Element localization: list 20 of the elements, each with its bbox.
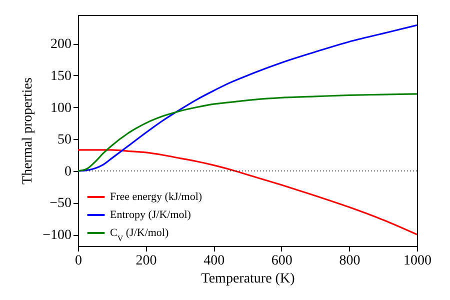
y-tick-label: 200: [50, 37, 72, 52]
y-tick-label: 150: [50, 68, 72, 84]
y-tick-label: −50: [50, 196, 72, 212]
y-tick-label: −100: [42, 228, 72, 244]
y-tick-label: 50: [58, 132, 72, 148]
legend-label: C$_{V}$ (J/K/mol): [110, 227, 169, 242]
x-tick-label: 1000: [404, 254, 432, 268]
line-series: [78, 24, 417, 172]
x-tick-label: 800: [339, 254, 360, 268]
y-axis-title: Thermal properties: [20, 78, 36, 184]
x-axis-title: Temperature (K): [201, 272, 296, 286]
x-tick-label: 600: [271, 254, 292, 268]
x-tick-label: 0: [75, 254, 82, 268]
legend-label: Free energy (kJ/mol): [110, 191, 202, 203]
line-series: [78, 93, 417, 172]
legend-label: Entropy (J/K/mol): [110, 209, 192, 221]
y-tick-label: 100: [50, 100, 72, 116]
x-tick-label: 400: [204, 254, 225, 268]
y-tick-label: 0: [64, 164, 72, 180]
x-tick-label: 200: [136, 254, 157, 268]
